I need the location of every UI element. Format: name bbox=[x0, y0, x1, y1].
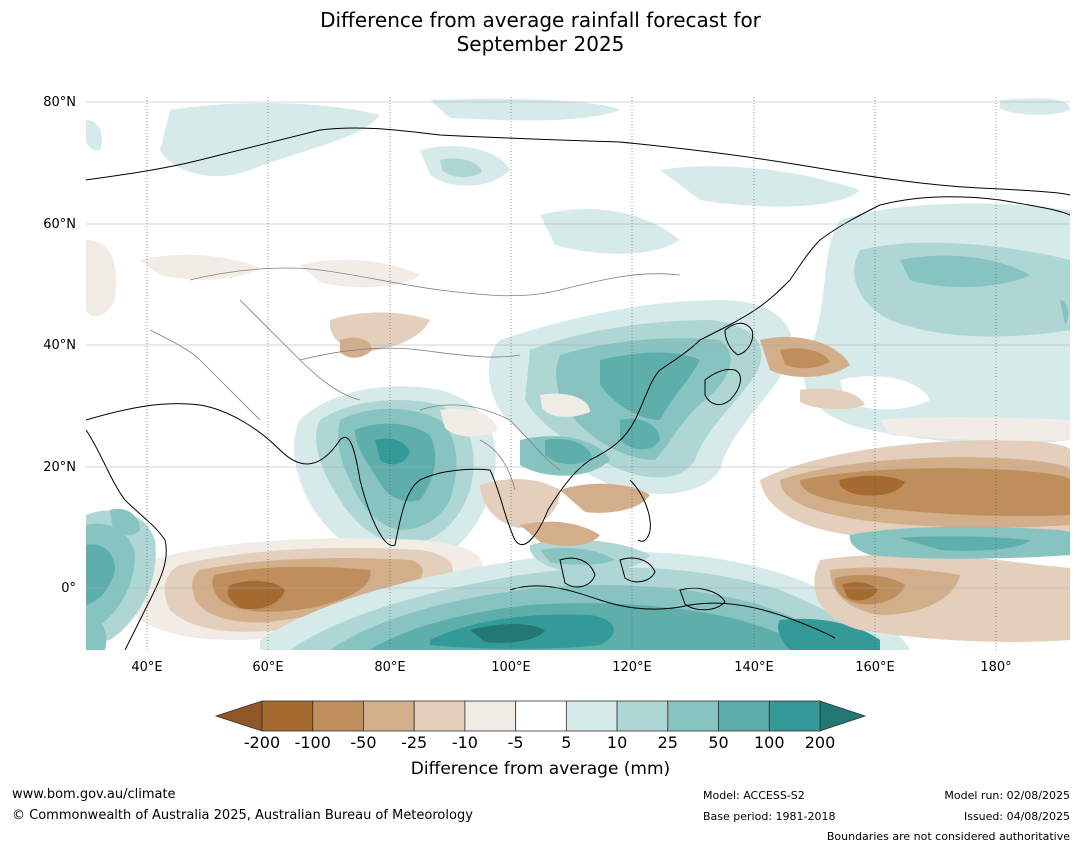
lon-label-160e: 160°E bbox=[855, 660, 895, 675]
west-pacific-dry-anomaly bbox=[760, 417, 1070, 642]
africa-wet-anomaly bbox=[86, 508, 156, 650]
south-asia-wet-anomaly bbox=[294, 386, 496, 564]
colorbar-segment bbox=[565, 700, 618, 732]
colorbar-tick-label: -25 bbox=[401, 733, 428, 752]
colorbar-tick-label: -100 bbox=[294, 733, 331, 752]
lon-label-60e: 60°E bbox=[252, 660, 284, 675]
colorbar-segment bbox=[363, 700, 415, 732]
footer-website[interactable]: www.bom.gov.au/climate bbox=[12, 787, 176, 802]
map-title: Difference from average rainfall forecas… bbox=[0, 8, 1081, 56]
colorbar-tick-label: 25 bbox=[657, 733, 678, 752]
graticule bbox=[86, 97, 1070, 650]
colorbar-segment bbox=[768, 700, 821, 732]
colorbar-tick-label: -50 bbox=[350, 733, 377, 752]
colorbar-segment bbox=[616, 700, 669, 732]
lat-label-0: 0° bbox=[61, 581, 76, 596]
lon-label-100e: 100°E bbox=[491, 660, 531, 675]
footer-disclaimer: Boundaries are not considered authoritat… bbox=[826, 830, 1070, 843]
colorbar-tick-label: 200 bbox=[804, 733, 836, 752]
lon-label-80e: 80°E bbox=[374, 660, 406, 675]
coastlines bbox=[86, 127, 1070, 650]
footer-copyright: © Commonwealth of Australia 2025, Austra… bbox=[12, 808, 473, 823]
maritime-continent-wet-anomaly bbox=[260, 539, 910, 650]
lon-label-140e: 140°E bbox=[734, 660, 774, 675]
colorbar-tick-label: 50 bbox=[708, 733, 729, 752]
lat-label-60n: 60°N bbox=[43, 217, 76, 232]
footer-model: Model: ACCESS-S2 bbox=[703, 789, 805, 802]
colorbar-over-arrow bbox=[819, 700, 867, 732]
colorbar-tick-label: -5 bbox=[507, 733, 524, 752]
colorbar-segment bbox=[312, 700, 364, 732]
footer-base-period: Base period: 1981-2018 bbox=[703, 810, 836, 823]
colorbar-tick-label: -200 bbox=[243, 733, 281, 752]
indian-ocean-dry-anomaly bbox=[127, 538, 483, 640]
colorbar-segment bbox=[667, 700, 719, 732]
arctic-wet-anomaly bbox=[86, 98, 1070, 254]
lon-label-40e: 40°E bbox=[131, 660, 163, 675]
colorbar-tick-label: 5 bbox=[561, 733, 572, 752]
east-asia-wet-anomaly bbox=[488, 300, 793, 494]
colorbar bbox=[214, 700, 867, 732]
colorbar-under-arrow bbox=[214, 700, 263, 732]
lon-label-180: 180° bbox=[980, 660, 1012, 675]
lon-label-120e: 120°E bbox=[612, 660, 652, 675]
colorbar-segment bbox=[515, 700, 567, 732]
colorbar-segment bbox=[718, 700, 770, 732]
title-line-2: September 2025 bbox=[456, 32, 625, 56]
north-pacific-wet-anomaly bbox=[803, 203, 1070, 445]
lat-label-40n: 40°N bbox=[43, 338, 76, 353]
colorbar-segment bbox=[413, 700, 466, 732]
colorbar-tick-label: 100 bbox=[753, 733, 785, 752]
colorbar-segment bbox=[261, 700, 314, 732]
colorbar-segment bbox=[464, 700, 517, 732]
lat-label-20n: 20°N bbox=[43, 460, 76, 475]
map-field bbox=[86, 97, 1070, 650]
footer-model-run: Model run: 02/08/2025 bbox=[944, 789, 1070, 802]
title-line-1: Difference from average rainfall forecas… bbox=[320, 8, 761, 32]
colorbar-tick-label: -10 bbox=[451, 733, 478, 752]
colorbar-tick-label: 10 bbox=[606, 733, 628, 752]
colorbar-title: Difference from average (mm) bbox=[410, 759, 671, 779]
lat-label-80n: 80°N bbox=[43, 95, 76, 110]
footer-issued: Issued: 04/08/2025 bbox=[963, 810, 1070, 823]
country-borders bbox=[149, 267, 681, 491]
